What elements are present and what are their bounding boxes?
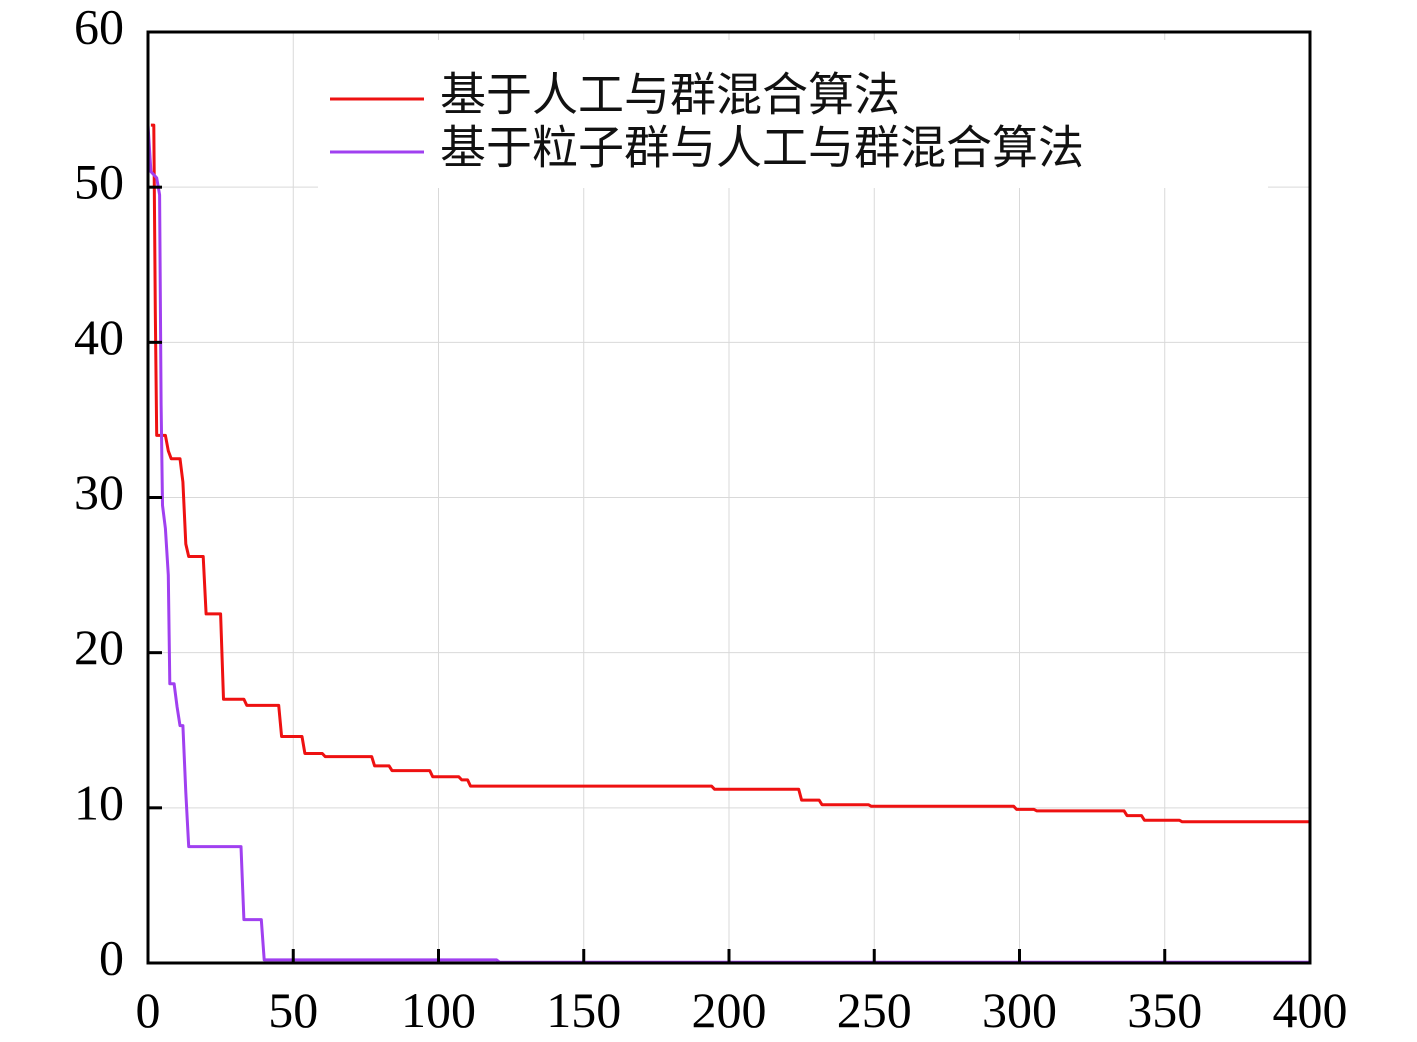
y-tick-label: 60	[74, 0, 124, 54]
y-axis-tick-labels: 0 10 20 30 40 50 60	[74, 0, 124, 985]
x-tick-label: 200	[692, 982, 767, 1038]
series-line-1	[150, 123, 1310, 824]
x-tick-label: 150	[546, 982, 621, 1038]
x-tick-label: 350	[1127, 982, 1202, 1038]
legend-background	[318, 40, 1268, 188]
x-tick-label: 0	[136, 982, 161, 1038]
x-tick-label: 300	[982, 982, 1057, 1038]
legend-label-series-2: 基于粒子群与人工与群混合算法	[440, 121, 1084, 175]
x-axis-tick-labels: 0 50 100 150 200 250 300 350 400	[136, 982, 1348, 1038]
y-tick-label: 50	[74, 154, 124, 210]
y-tick-label: 40	[74, 309, 124, 365]
series-lines	[146, 123, 1310, 964]
legend-label-series-1: 基于人工与群混合算法	[440, 68, 900, 122]
x-tick-label: 50	[268, 982, 318, 1038]
y-tick-label: 10	[74, 774, 124, 830]
y-tick-label: 30	[74, 464, 124, 520]
legend: 基于人工与群混合算法 基于粒子群与人工与群混合算法	[318, 40, 1268, 188]
axis-ticks	[146, 30, 1312, 965]
y-tick-label: 0	[99, 929, 124, 985]
x-tick-label: 250	[837, 982, 912, 1038]
x-tick-label: 100	[401, 982, 476, 1038]
x-tick-label: 400	[1273, 982, 1348, 1038]
series-line-2	[146, 125, 1310, 964]
y-tick-label: 20	[74, 619, 124, 675]
